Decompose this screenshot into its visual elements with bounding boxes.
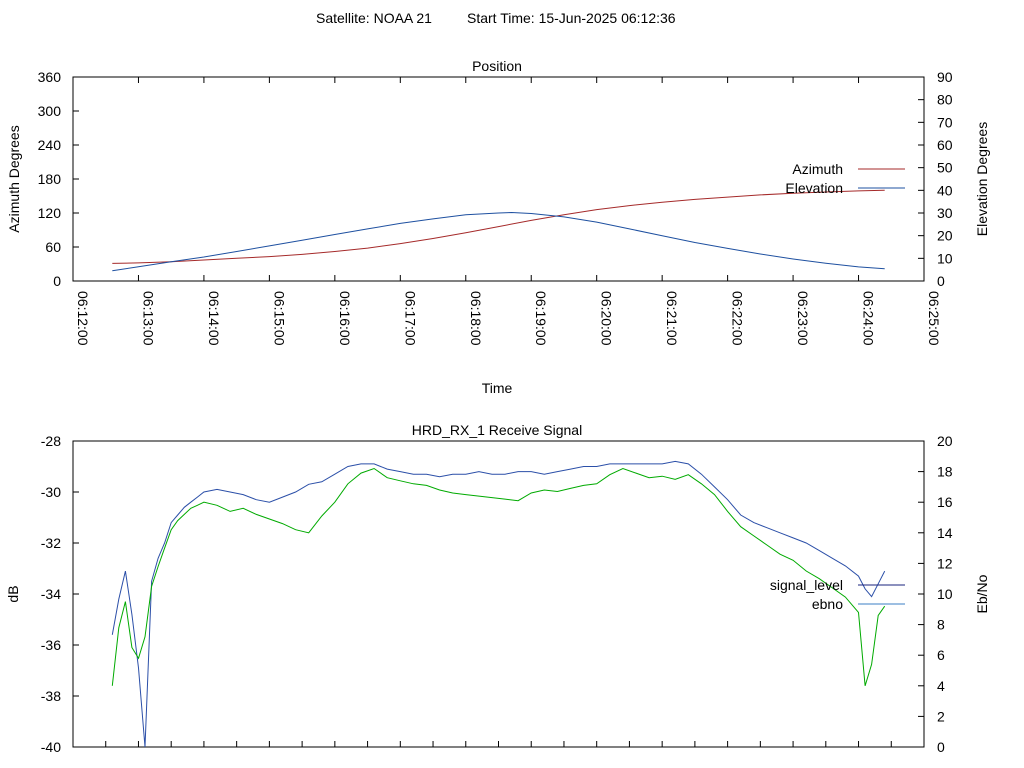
position-chart-series: [112, 189, 885, 272]
receive-signal-chart-axes: -40 -38 -36 -34 -32 -30 -28 0 2 4 6 8 10 12 14 16 18 20: [41, 433, 953, 755]
db-tick-label: -38: [41, 688, 61, 704]
db-tick-label: -32: [41, 535, 61, 551]
elevation-tick-label: 20: [937, 228, 953, 244]
position-chart-axes: 0 60 120 180 240 300 360 0 10 20 30 40 50 60 70 80 90 06:…: [38, 69, 953, 346]
db-tick-label: -34: [41, 586, 61, 602]
elevation-tick-label: 30: [937, 205, 953, 221]
azimuth-tick-label: 360: [38, 69, 62, 85]
azimuth-line: [112, 189, 885, 264]
time-tick-label: 06:21:00: [664, 291, 680, 346]
db-axis-title: dB: [5, 585, 21, 602]
ebno-tick-label: 2: [937, 708, 945, 724]
elevation-tick-label: 10: [937, 250, 953, 266]
azimuth-tick-label: 0: [53, 273, 61, 289]
satellite-name-label: Satellite: NOAA 21: [316, 10, 432, 26]
ebno-tick-label: 6: [937, 647, 945, 663]
time-tick-label: 06:14:00: [206, 291, 222, 346]
time-axis-title: Time: [482, 380, 513, 396]
position-chart-frame: [72, 76, 925, 282]
time-tick-label: 06:22:00: [730, 291, 746, 346]
azimuth-tick-label: 120: [38, 205, 62, 221]
db-tick-label: -40: [41, 739, 61, 755]
time-tick-label: 06:17:00: [402, 291, 418, 346]
elevation-tick-label: 70: [937, 114, 953, 130]
ebno-tick-label: 18: [937, 464, 953, 480]
start-time-label: Start Time: 15-Jun-2025 06:12:36: [467, 10, 676, 26]
elevation-tick-label: 60: [937, 137, 953, 153]
db-tick-label: -30: [41, 484, 61, 500]
time-tick-label: 06:12:00: [75, 291, 91, 346]
ebno-tick-label: 0: [937, 739, 945, 755]
position-chart-title: Position: [472, 58, 522, 74]
azimuth-axis-title: Azimuth Degrees: [6, 125, 22, 232]
time-tick-label: 06:25:00: [926, 291, 942, 346]
receive-signal-chart: HRD_RX_1 Receive Signal -40-38-36-34-32-…: [5, 422, 990, 755]
ebno-axis-title: Eb/No: [974, 574, 990, 613]
receive-signal-legend: signal_level ebno: [770, 577, 905, 612]
elevation-axis-title: Elevation Degrees: [974, 122, 990, 236]
legend-ebno-label: ebno: [812, 596, 843, 612]
time-tick-label: 06:24:00: [861, 291, 877, 346]
ebno-line: [111, 467, 886, 686]
elevation-tick-label: 90: [937, 69, 953, 85]
position-legend: Azimuth Elevation: [785, 161, 905, 196]
signal-level-line: [111, 460, 886, 748]
db-tick-label: -28: [41, 433, 61, 449]
azimuth-tick-label: 300: [38, 103, 62, 119]
elevation-line: [112, 211, 885, 272]
receive-signal-chart-frame: [72, 440, 925, 748]
legend-signal-level-label: signal_level: [770, 577, 843, 593]
time-tick-label: 06:23:00: [795, 291, 811, 346]
ebno-tick-label: 14: [937, 525, 953, 541]
azimuth-tick-label: 60: [45, 239, 61, 255]
elevation-tick-label: 40: [937, 182, 953, 198]
time-tick-label: 06:20:00: [599, 291, 615, 346]
ebno-tick-label: 4: [937, 678, 945, 694]
ebno-tick-label: 20: [937, 433, 953, 449]
time-tick-label: 06:19:00: [533, 291, 549, 346]
elevation-tick-label: 0: [937, 273, 945, 289]
receive-signal-chart-series: [111, 460, 886, 748]
legend-elevation-label: Elevation: [785, 180, 843, 196]
time-tick-label: 06:18:00: [468, 291, 484, 346]
ebno-tick-label: 10: [937, 586, 953, 602]
elevation-tick-label: 80: [937, 92, 953, 108]
ebno-tick-label: 12: [937, 555, 953, 571]
legend-azimuth-label: Azimuth: [792, 161, 843, 177]
azimuth-tick-label: 180: [38, 171, 62, 187]
time-tick-label: 06:15:00: [271, 291, 287, 346]
time-tick-label: 06:16:00: [337, 291, 353, 346]
db-tick-label: -36: [41, 637, 61, 653]
receive-signal-chart-title: HRD_RX_1 Receive Signal: [412, 422, 582, 438]
ebno-tick-label: 8: [937, 617, 945, 633]
time-tick-label: 06:13:00: [140, 291, 156, 346]
elevation-tick-label: 50: [937, 160, 953, 176]
position-chart: Position 0 60 120 180 240 300 360 0 10 20 30 40 50 60…: [6, 58, 990, 396]
azimuth-tick-label: 240: [38, 137, 62, 153]
ebno-tick-label: 16: [937, 494, 953, 510]
